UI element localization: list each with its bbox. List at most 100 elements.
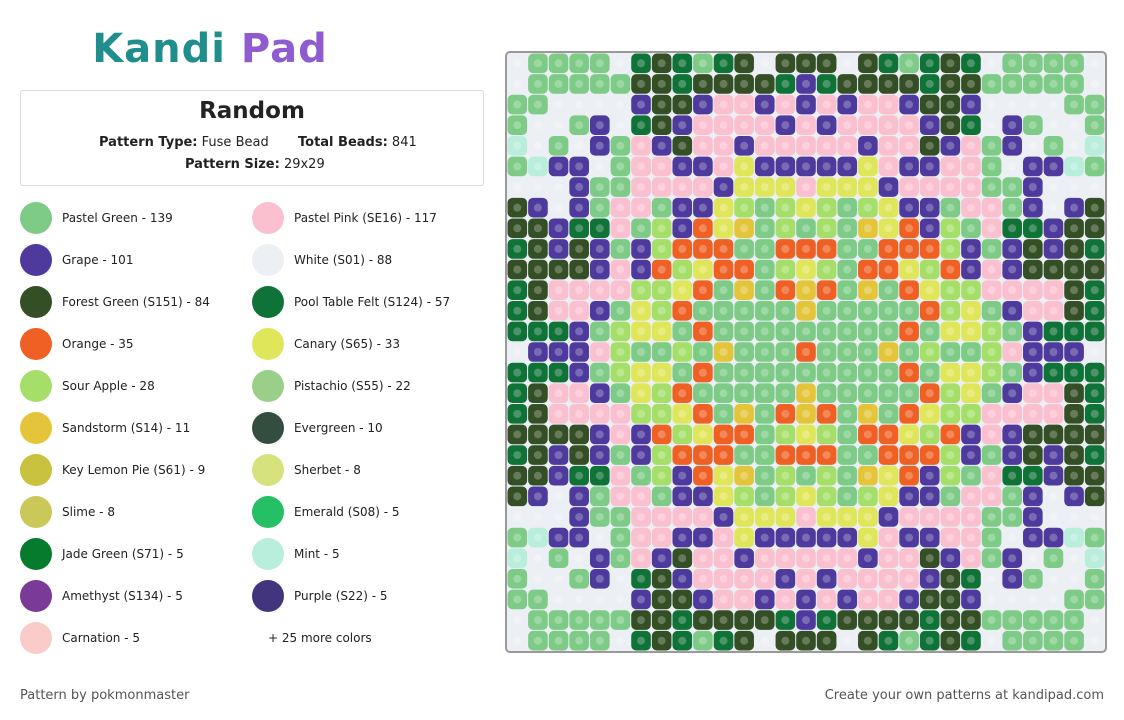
bead	[1064, 445, 1084, 465]
bead-hole	[802, 79, 810, 88]
bead	[1084, 610, 1105, 630]
bead	[713, 445, 734, 465]
bead-hole	[925, 244, 934, 253]
bead	[610, 424, 631, 445]
bead	[528, 589, 548, 610]
bead	[919, 197, 940, 218]
bead	[816, 135, 837, 156]
bead	[1002, 548, 1023, 569]
info-box	[20, 90, 484, 186]
bead-hole	[1049, 306, 1058, 315]
bead-hole	[863, 141, 872, 150]
bead	[940, 548, 961, 569]
bead-hole	[1090, 244, 1099, 253]
bead-hole	[1070, 430, 1079, 439]
bead	[1084, 486, 1105, 507]
bead-hole	[1070, 306, 1079, 315]
bead-hole	[678, 574, 687, 583]
bead	[775, 527, 796, 548]
bead-hole	[946, 327, 955, 336]
bead	[631, 445, 651, 465]
bead	[858, 280, 878, 300]
bead-hole	[575, 616, 584, 625]
bead	[858, 465, 878, 486]
bead-hole	[637, 492, 646, 501]
bead	[548, 383, 569, 404]
bead	[1023, 589, 1043, 610]
bead	[507, 239, 528, 259]
bead	[1002, 259, 1023, 280]
bead	[796, 115, 816, 135]
bead	[775, 239, 796, 259]
bead	[1023, 445, 1043, 465]
bead-hole	[884, 203, 893, 212]
bead	[940, 527, 961, 548]
bead	[528, 239, 548, 259]
bead	[878, 507, 899, 527]
bead	[672, 362, 693, 383]
bead-hole	[1008, 79, 1017, 88]
bead	[1023, 424, 1043, 445]
bead-hole	[987, 121, 996, 130]
bead	[754, 239, 775, 259]
bead	[734, 507, 754, 527]
bead	[610, 589, 631, 610]
bead-hole	[884, 265, 893, 274]
bead-hole	[698, 368, 707, 377]
bead-hole	[802, 203, 810, 212]
bead	[651, 362, 672, 383]
bead	[899, 135, 919, 156]
bead	[734, 610, 754, 630]
bead	[589, 342, 610, 362]
bead-hole	[740, 100, 749, 109]
bead-hole	[987, 265, 996, 274]
bead	[816, 115, 837, 135]
bead	[1002, 135, 1023, 156]
footer-link[interactable]: Create your own patterns at kandipad.com	[824, 688, 1104, 703]
bead-hole	[575, 100, 584, 109]
bead	[548, 218, 569, 239]
bead	[775, 445, 796, 465]
bead-hole	[533, 100, 542, 109]
logo[interactable]: Kandi Pad	[0, 26, 420, 72]
bead-hole	[1008, 306, 1017, 315]
bead	[672, 259, 693, 280]
bead	[1043, 280, 1064, 300]
bead	[858, 610, 878, 630]
bead	[548, 280, 569, 300]
bead-hole	[863, 121, 872, 130]
bead	[1064, 342, 1084, 362]
bead	[1064, 156, 1084, 177]
bead-hole	[1028, 224, 1037, 233]
bead-hole	[554, 409, 563, 418]
bead	[589, 548, 610, 569]
bead	[878, 630, 899, 651]
bead-hole	[719, 141, 728, 150]
bead-hole	[740, 244, 749, 253]
bead-hole	[987, 286, 996, 295]
bead	[899, 156, 919, 177]
bead	[1002, 94, 1023, 115]
bead-hole	[1008, 265, 1017, 274]
bead-hole	[966, 162, 975, 171]
bead	[858, 239, 878, 259]
bead-hole	[884, 100, 893, 109]
more-colors[interactable]: + 25 more colors	[268, 631, 372, 645]
bead	[961, 300, 981, 321]
bead	[672, 383, 693, 404]
bead-hole	[575, 512, 584, 521]
bead-hole	[740, 162, 749, 171]
bead	[631, 280, 651, 300]
bead-hole	[1049, 616, 1058, 625]
bead	[899, 465, 919, 486]
bead-hole	[987, 100, 996, 109]
bead	[610, 280, 631, 300]
bead-hole	[1008, 183, 1017, 192]
bead	[651, 486, 672, 507]
bead	[713, 630, 734, 651]
bead-hole	[966, 121, 975, 130]
bead	[1023, 218, 1043, 239]
bead-hole	[740, 141, 749, 150]
bead-hole	[760, 59, 769, 68]
bead-hole	[946, 100, 955, 109]
